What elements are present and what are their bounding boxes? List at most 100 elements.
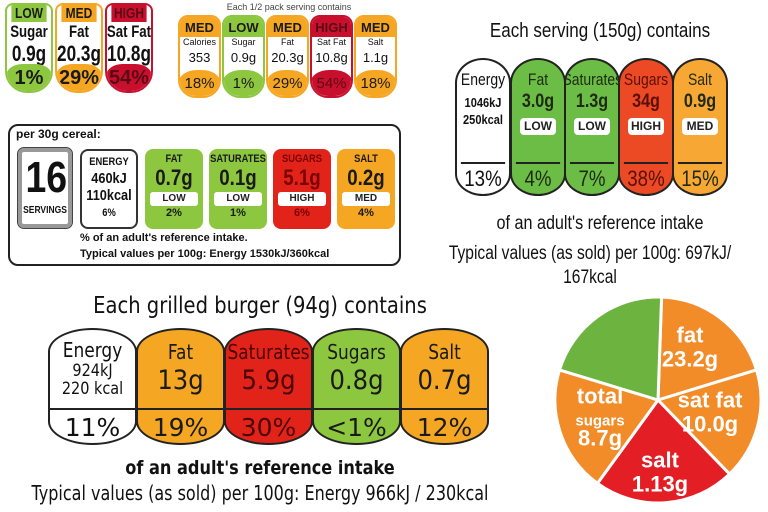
energy-kcal: 250kcal bbox=[463, 112, 503, 127]
pie-slice-value: 8.7g bbox=[578, 426, 622, 451]
energy-percent: 6% bbox=[102, 207, 116, 219]
nutrient-value: 34g bbox=[632, 91, 660, 112]
energy-percent: 13% bbox=[460, 162, 506, 194]
percent-value: 7% bbox=[569, 162, 615, 194]
nutrient-name: Calories bbox=[182, 37, 216, 47]
percent-badge: 29% bbox=[268, 70, 307, 96]
nutrient-column: MED Fat 20.3g 29% bbox=[55, 3, 103, 93]
level-badge: HIGH bbox=[111, 5, 147, 22]
nutrient-column: MED Salt 1.1g 18% bbox=[354, 15, 397, 98]
pie-slice bbox=[595, 397, 732, 505]
level-badge: MED bbox=[268, 17, 307, 37]
level-badge: MED bbox=[180, 17, 219, 37]
nutrient-value: 5.9g bbox=[241, 365, 296, 396]
label-c-cereal bbox=[8, 124, 401, 266]
nutrient-column: SATURATES 0.1g LOW 1% bbox=[209, 149, 267, 229]
level-badge: MED bbox=[61, 5, 97, 22]
servings-count: 16 bbox=[25, 153, 68, 202]
label-e-title: Each grilled burger (94g) contains bbox=[93, 293, 427, 319]
nutrient-column: LOW Sugar 0.9g 1% bbox=[5, 3, 53, 93]
pie-slice bbox=[655, 368, 763, 477]
nutrient-column: Salt 0.9g MED 15% bbox=[672, 58, 728, 196]
servings-box: 16 SERVINGS bbox=[17, 147, 73, 229]
pie-slice bbox=[557, 295, 664, 403]
nutrient-value: 0.9g bbox=[683, 91, 717, 112]
level-badge: LOW bbox=[520, 118, 556, 135]
percent-badge: 29% bbox=[57, 64, 101, 91]
nutrient-name: Fat bbox=[69, 22, 89, 41]
level-badge: LOW bbox=[214, 192, 262, 206]
nutrient-name: Salt bbox=[367, 37, 384, 47]
nutrient-column: Sugars 34g HIGH 38% bbox=[618, 58, 674, 196]
percent-value: 15% bbox=[677, 162, 723, 194]
nutrient-name: FAT bbox=[165, 153, 183, 165]
nutrient-value: 13g bbox=[157, 365, 204, 396]
level-badge: HIGH bbox=[278, 192, 326, 206]
nutrient-column: HIGH Sat Fat 10.8g 54% bbox=[310, 15, 353, 98]
pie-slice bbox=[553, 368, 661, 486]
nutrient-column: Saturates 5.9g 30% bbox=[224, 328, 313, 445]
pie-slice bbox=[656, 295, 759, 403]
nutrient-name: Sugar bbox=[231, 37, 256, 47]
percent-badge: 54% bbox=[312, 70, 351, 96]
energy-kcal: 110kcal bbox=[86, 187, 132, 204]
nutrient-name: Salt bbox=[428, 340, 461, 364]
servings-label: SERVINGS bbox=[23, 205, 67, 216]
energy-column: Energy 924kJ 220 kcal 11% bbox=[48, 328, 137, 445]
nutrient-value: 0.7g bbox=[155, 165, 193, 190]
label-e-footnote: of an adult's reference intake bbox=[125, 457, 395, 479]
nutrient-name: Saturates bbox=[564, 70, 620, 89]
nutrient-column: Fat 13g 19% bbox=[136, 328, 225, 445]
energy-kcal: 220 kcal bbox=[61, 379, 124, 399]
label-c-typical-values: Typical values per 100g: Energy 1530kJ/3… bbox=[80, 248, 330, 260]
percent-value: <1% bbox=[314, 408, 399, 443]
nutrient-value: 0.9g bbox=[230, 50, 257, 65]
nutrient-name: Saturates bbox=[227, 340, 310, 364]
nutrient-name: Sugars bbox=[623, 70, 669, 89]
nutrient-column: Salt 0.7g 12% bbox=[400, 328, 489, 445]
percent-badge: 54% bbox=[107, 64, 151, 91]
level-badge: MED bbox=[342, 192, 390, 206]
nutrient-column: SUGARS 5.1g HIGH 6% bbox=[273, 149, 331, 229]
nutrient-column: Saturates 1.3g LOW 7% bbox=[564, 58, 620, 196]
nutrient-column: MED Calories 353 18% bbox=[178, 15, 221, 98]
nutrient-value: 353 bbox=[188, 50, 211, 65]
pie-slice-value: 23.2g bbox=[662, 347, 718, 372]
nutrient-name: Fat bbox=[527, 70, 549, 89]
percent-value: 4% bbox=[515, 162, 561, 194]
nutrient-column: HIGH Sat Fat 10.8g 54% bbox=[105, 3, 153, 93]
nutrient-value: 3.0g bbox=[521, 91, 555, 112]
level-badge: LOW bbox=[11, 5, 47, 22]
percent-value: 12% bbox=[402, 408, 487, 443]
level-badge: MED bbox=[682, 118, 718, 135]
nutrient-name: SUGARS bbox=[281, 153, 323, 165]
nutrient-value: 0.1g bbox=[219, 165, 257, 190]
nutrient-column: SALT 0.2g MED 4% bbox=[337, 149, 395, 229]
nutrient-column: FAT 0.7g LOW 2% bbox=[145, 149, 203, 229]
energy-column: Energy 1046kJ 250kcal 13% bbox=[455, 58, 511, 196]
nutrient-column: Sugars 0.8g <1% bbox=[312, 328, 401, 445]
pie-slice-value: 10.0g bbox=[682, 412, 738, 437]
percent-value: 19% bbox=[138, 408, 223, 443]
nutrient-column: MED Fat 20.3g 29% bbox=[266, 15, 309, 98]
level-badge: HIGH bbox=[628, 118, 664, 135]
nutrient-value: 0.7g bbox=[417, 365, 472, 396]
nutrient-column: Fat 3.0g LOW 4% bbox=[510, 58, 566, 196]
nutrient-name: Sugars bbox=[327, 340, 386, 364]
percent-value: 1% bbox=[230, 207, 246, 219]
nutrient-value: 20.3g bbox=[271, 50, 304, 65]
percent-badge: 1% bbox=[7, 64, 51, 91]
label-d-footnote: of an adult's reference intake bbox=[496, 213, 704, 234]
percent-value: 38% bbox=[623, 162, 669, 194]
pie-slice-label: sat fat bbox=[678, 388, 743, 413]
nutrient-name: Fat bbox=[280, 37, 294, 47]
percent-badge: 18% bbox=[356, 70, 395, 96]
energy-column: ENERGY 460kJ 110kcal 6% bbox=[80, 149, 138, 229]
nutrient-name: Sat Fat bbox=[316, 37, 346, 47]
percent-value: 30% bbox=[226, 408, 311, 443]
nutrient-name: Sugar bbox=[10, 22, 48, 41]
percent-value: 4% bbox=[358, 207, 374, 219]
percent-badge: 1% bbox=[224, 70, 263, 96]
nutrient-value: 10.8g bbox=[107, 41, 151, 66]
pie-slice-label: fat bbox=[677, 323, 705, 348]
